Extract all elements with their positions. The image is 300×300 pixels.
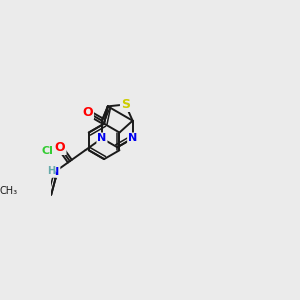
Text: S: S [121, 98, 130, 111]
Text: N: N [128, 134, 137, 143]
Text: Cl: Cl [42, 146, 54, 156]
Text: N: N [50, 167, 59, 177]
Text: O: O [55, 141, 65, 154]
Text: CH₃: CH₃ [0, 186, 17, 196]
Text: O: O [82, 106, 93, 119]
Text: H: H [47, 166, 55, 176]
Text: N: N [97, 134, 106, 143]
